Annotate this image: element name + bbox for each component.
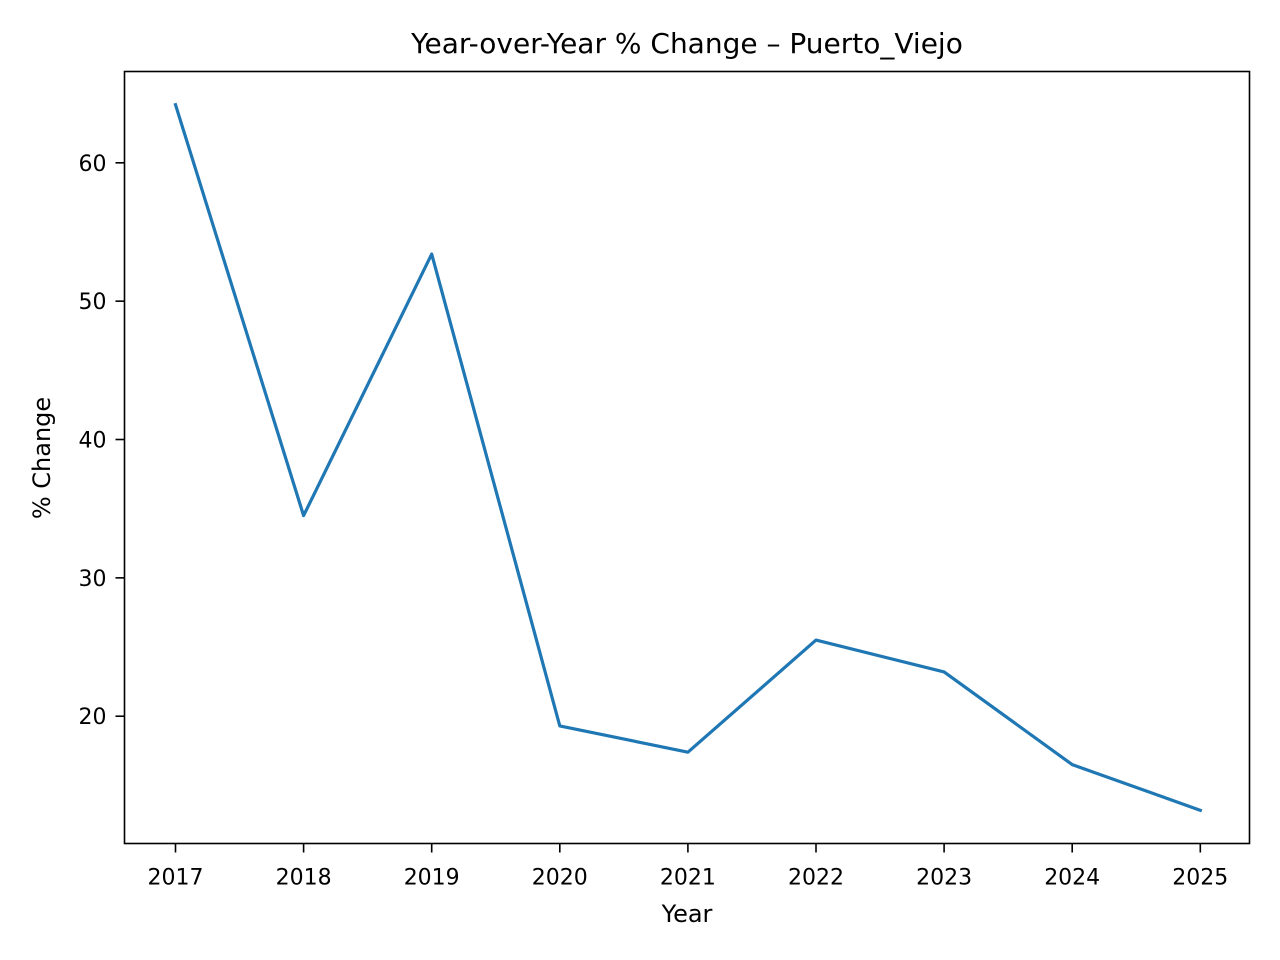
- x-tick-label: 2017: [148, 866, 204, 891]
- y-tick-label: 60: [79, 152, 107, 177]
- x-tick-label: 2019: [404, 866, 460, 891]
- x-tick-label: 2021: [660, 866, 716, 891]
- x-tick-label: 2025: [1172, 866, 1228, 891]
- y-tick-label: 20: [79, 705, 107, 730]
- x-tick-label: 2020: [532, 866, 588, 891]
- x-tick-label: 2022: [788, 866, 844, 891]
- y-axis-ticks: 20 30 40 50 60: [79, 152, 125, 730]
- x-tick-label: 2024: [1044, 866, 1100, 891]
- x-axis-ticks: 2017 2018 2019 2020 2021 2022 2023 2024 2025: [148, 843, 1228, 891]
- series-line-0: [173, 102, 1203, 813]
- chart-title: Year-over-Year % Change – Puerto_Viejo: [410, 27, 963, 60]
- x-axis-label: Year: [661, 900, 713, 928]
- y-tick-label: 30: [79, 567, 107, 592]
- plot-area: [173, 102, 1203, 813]
- axes-frame: [123, 70, 1251, 845]
- y-axis-label: % Change: [28, 397, 56, 519]
- x-tick-label: 2018: [276, 866, 332, 891]
- y-tick-label: 50: [79, 290, 107, 315]
- y-tick-label: 40: [79, 429, 107, 454]
- x-tick-label: 2023: [916, 866, 972, 891]
